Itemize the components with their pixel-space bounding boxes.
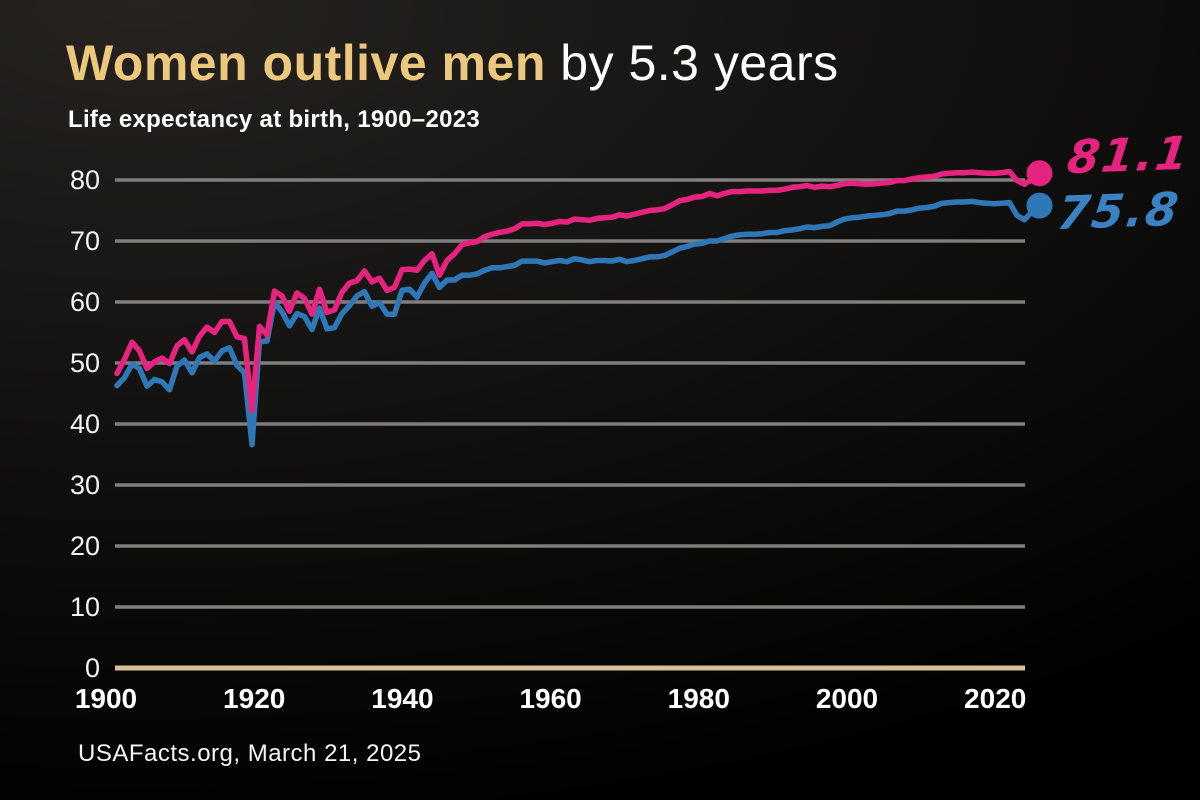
men-line-series xyxy=(114,198,1043,448)
men-end-value-label: 75.8 xyxy=(1054,181,1184,241)
x-tick-label-1940: 1940 xyxy=(371,683,433,714)
title-accent-text: Women outlive men xyxy=(66,35,546,91)
y-tick-label-60: 60 xyxy=(70,287,100,317)
women-line-series xyxy=(114,168,1043,414)
x-tick-label-1960: 1960 xyxy=(519,683,581,714)
title-rest-text: by 5.3 years xyxy=(545,35,839,91)
x-tick-label-1920: 1920 xyxy=(223,683,285,714)
y-tick-label-40: 40 xyxy=(70,409,100,439)
x-tick-label-2020: 2020 xyxy=(964,683,1026,714)
y-tick-label-30: 30 xyxy=(70,470,100,500)
y-tick-label-70: 70 xyxy=(70,226,100,256)
y-tick-label-0: 0 xyxy=(85,653,100,683)
y-tick-label-10: 10 xyxy=(70,592,100,622)
source-attribution: USAFacts.org, March 21, 2025 xyxy=(78,740,422,767)
y-tick-label-80: 80 xyxy=(70,165,100,195)
y-tick-label-20: 20 xyxy=(70,531,100,561)
men-end-dot xyxy=(1026,192,1053,219)
x-tick-label-1980: 1980 xyxy=(668,683,730,714)
women-end-value-label: 81.1 xyxy=(1064,125,1194,185)
chart-subtitle: Life expectancy at birth, 1900–2023 xyxy=(68,106,481,133)
x-tick-label-2000: 2000 xyxy=(816,683,878,714)
x-tick-label-1900: 1900 xyxy=(75,683,137,714)
page-title: Women outlive men by 5.3 years xyxy=(66,36,839,91)
women-end-dot xyxy=(1026,160,1053,187)
y-tick-label-50: 50 xyxy=(70,348,100,378)
